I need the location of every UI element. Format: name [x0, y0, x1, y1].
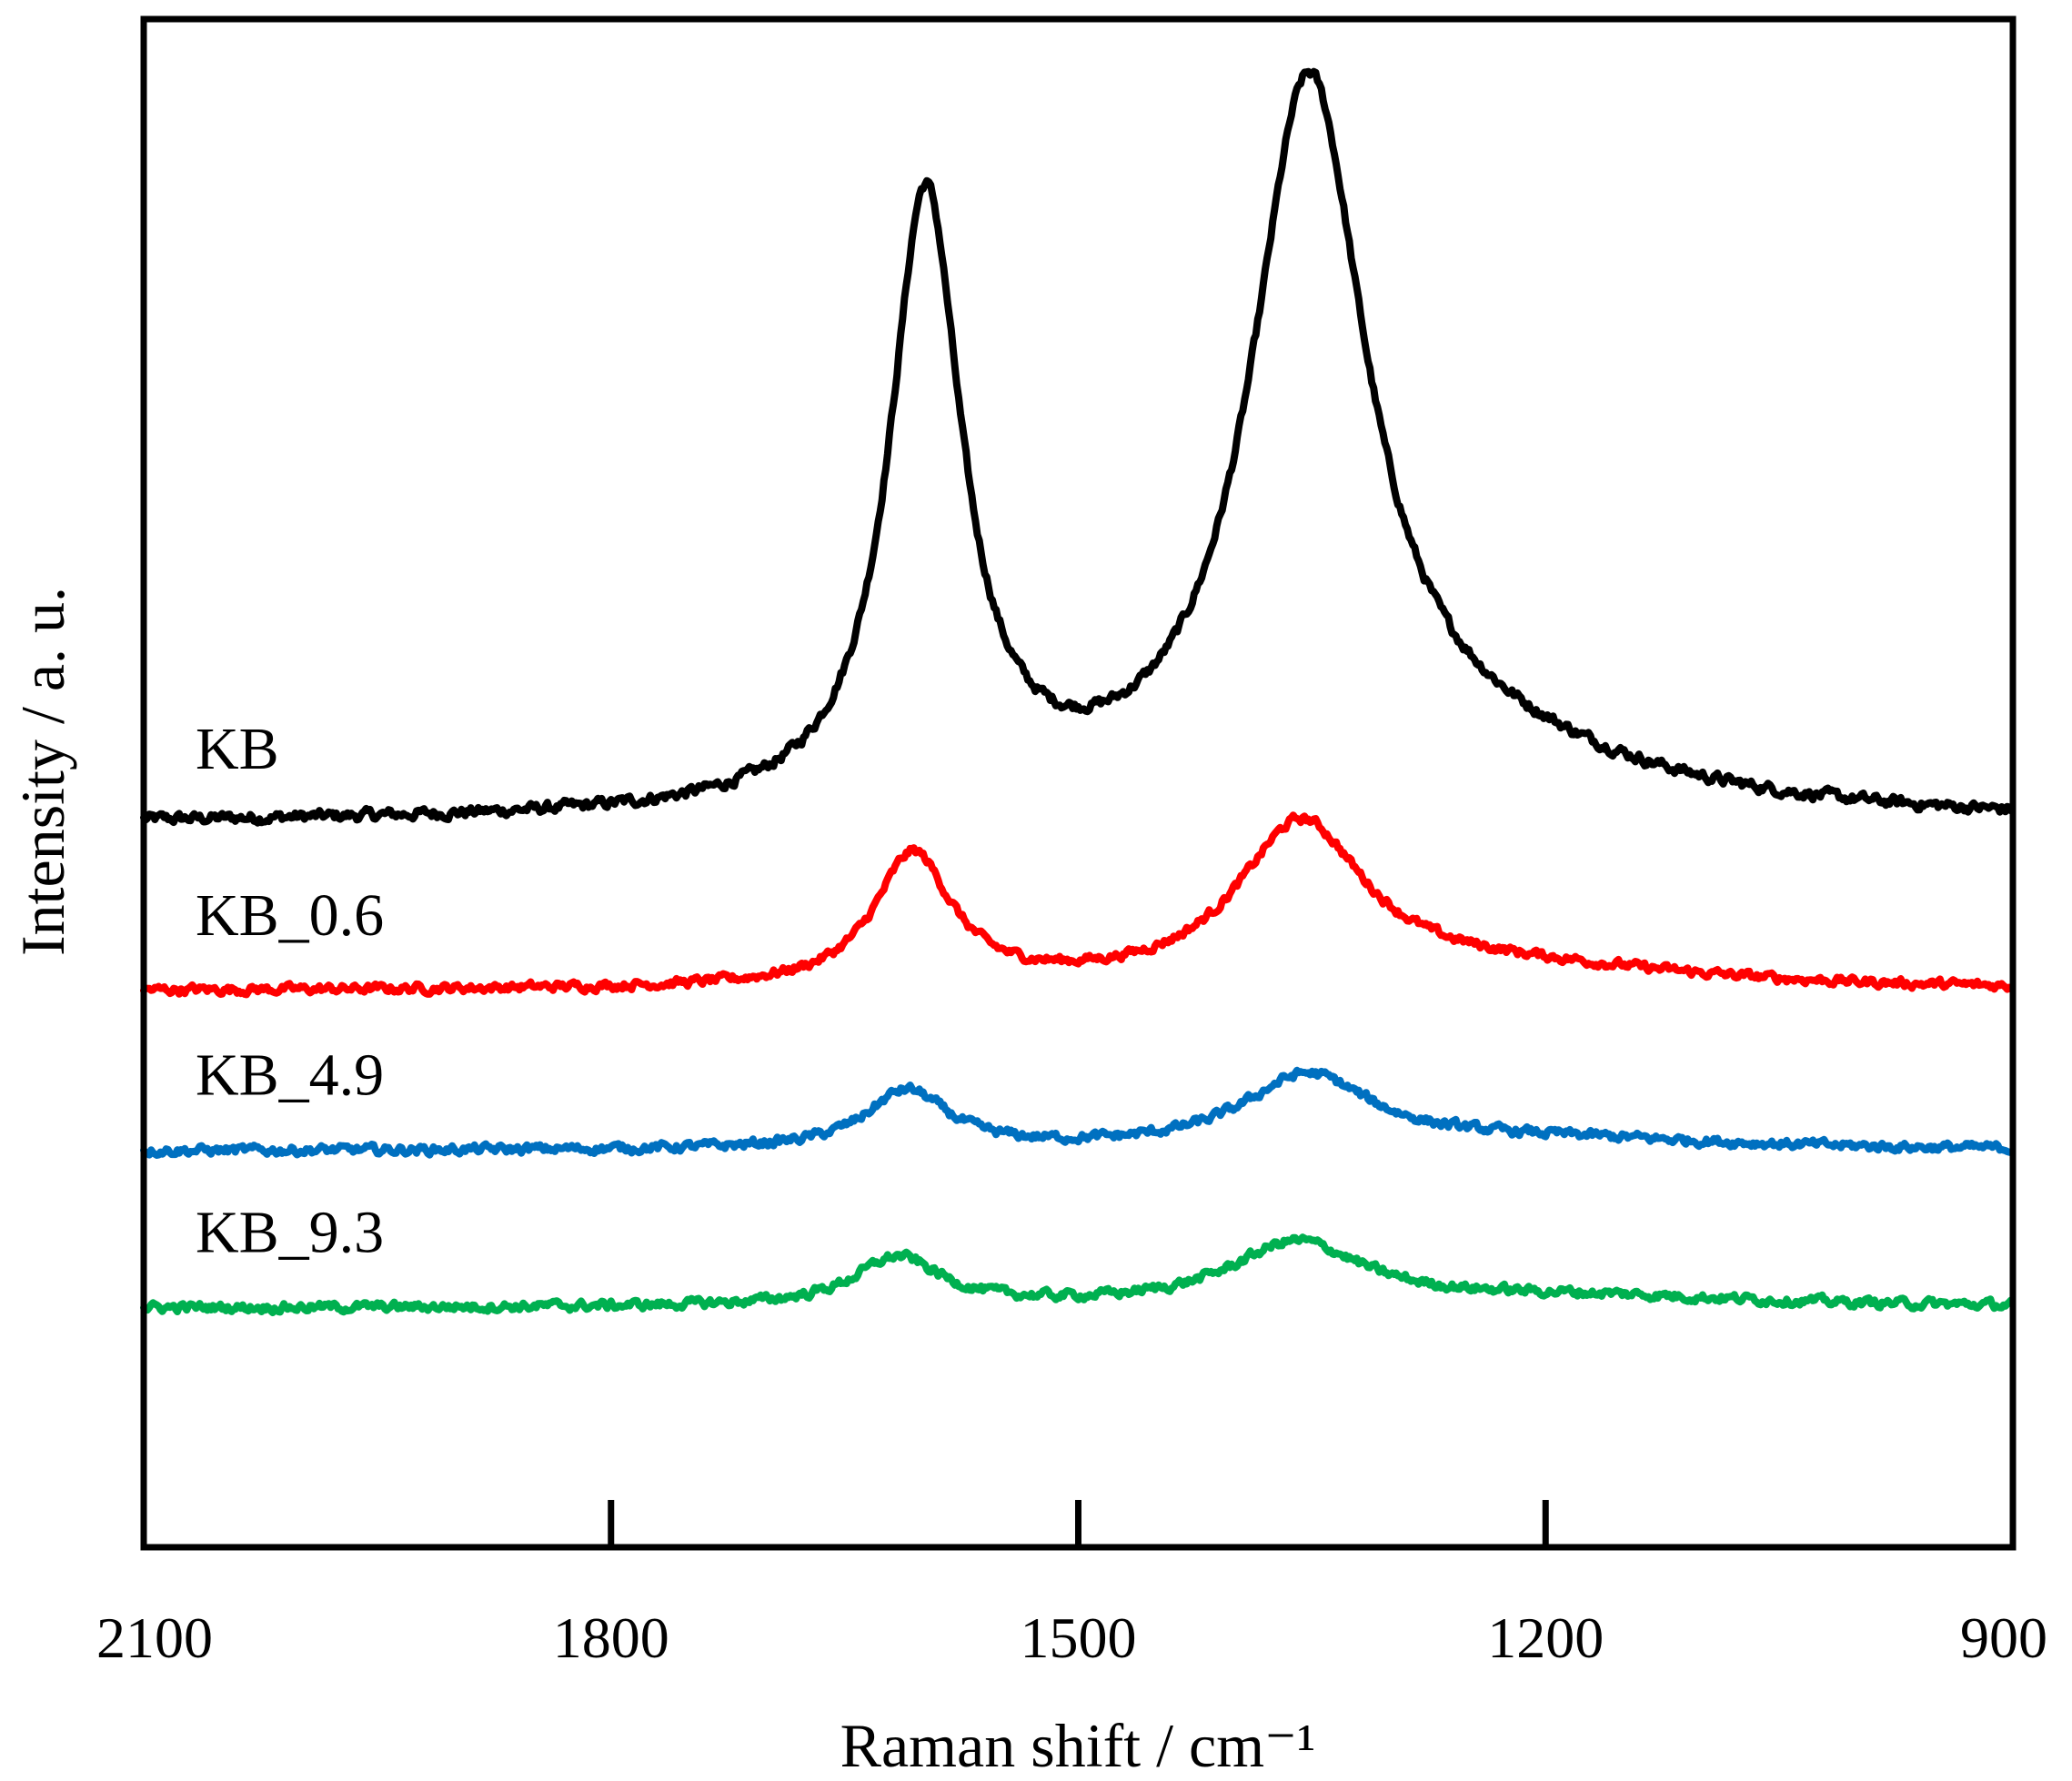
- x-tick-label-2100: 2100: [96, 1605, 213, 1670]
- x-axis-label: Raman shift / cm⁻¹: [840, 1711, 1316, 1780]
- x-tick-labels: 2100 1800 1500 1200 900: [96, 1605, 2047, 1670]
- series-line-kb: [140, 67, 2015, 827]
- series-labels: KB KB_0.6 KB_4.9 KB_9.3: [196, 716, 384, 1265]
- series-label-kb-4-9: KB_4.9: [196, 1042, 384, 1109]
- x-ticks: [608, 1500, 1549, 1547]
- x-tick-label-1200: 1200: [1487, 1605, 1604, 1670]
- series-line-kb-4-9: [140, 1066, 2015, 1159]
- series-label-kb-9-3: KB_9.3: [196, 1199, 384, 1265]
- series-line-kb-9-3: [140, 1233, 2015, 1317]
- series-layer: [140, 67, 2015, 1317]
- x-tick-label-900: 900: [1960, 1605, 2047, 1670]
- series-label-kb-0-6: KB_0.6: [196, 882, 384, 949]
- series-line-kb-0-6: [140, 811, 2015, 999]
- y-axis-label: Intensity / a. u.: [8, 587, 77, 956]
- x-tick-label-1800: 1800: [553, 1605, 669, 1670]
- series-label-kb: KB: [196, 716, 279, 782]
- x-tick-label-1500: 1500: [1021, 1605, 1137, 1670]
